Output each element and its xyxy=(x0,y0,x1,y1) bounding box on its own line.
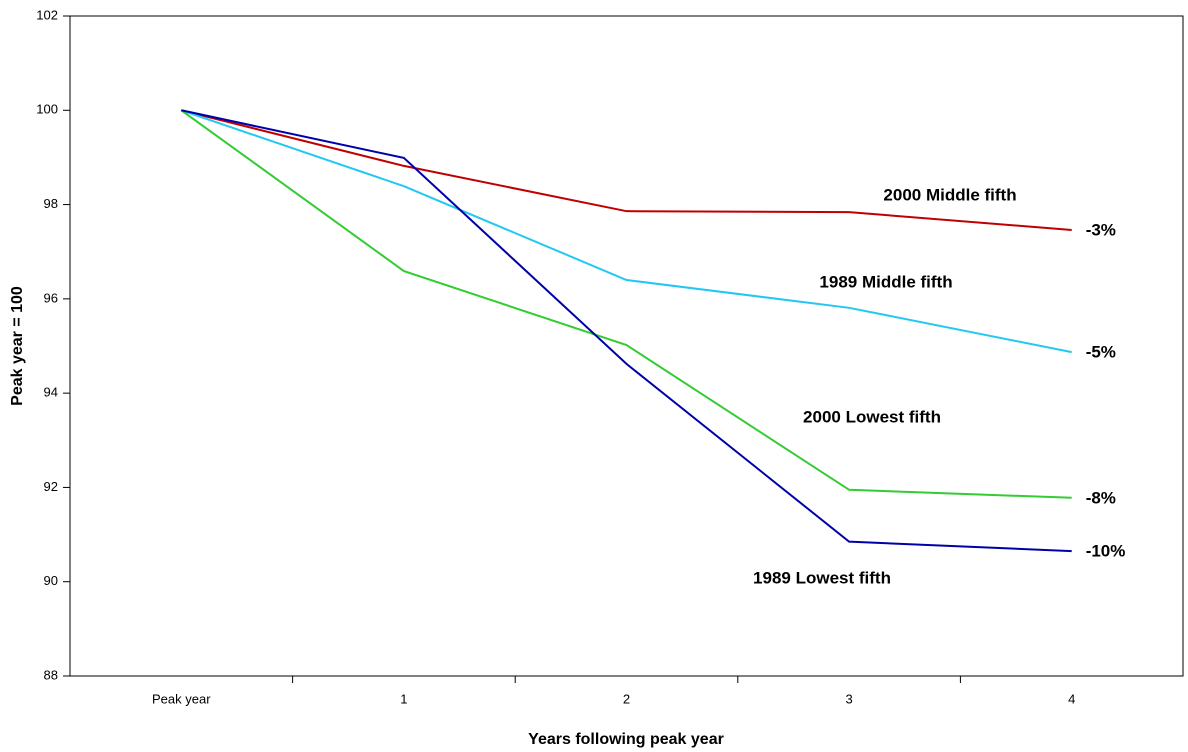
y-tick-label: 102 xyxy=(36,7,58,22)
x-tick-label: 1 xyxy=(400,691,407,706)
y-tick-label: 100 xyxy=(36,102,58,117)
end-label: -10% xyxy=(1086,542,1126,561)
y-tick-label: 94 xyxy=(44,385,58,400)
y-axis-label: Peak year = 100 xyxy=(9,286,26,406)
x-axis-label: Years following peak year xyxy=(528,731,724,748)
series-line xyxy=(181,109,1072,232)
series-line xyxy=(181,109,1072,553)
y-tick-label: 90 xyxy=(44,573,58,588)
x-tick-label: 2 xyxy=(623,691,630,706)
y-tick-label: 98 xyxy=(44,196,58,211)
x-tick-label: 3 xyxy=(845,691,852,706)
series-label: 2000 Lowest fifth xyxy=(803,407,941,426)
x-tick-label: Peak year xyxy=(152,691,211,706)
end-label: -8% xyxy=(1086,488,1116,507)
plot-frame xyxy=(69,15,1184,677)
y-tick-label: 88 xyxy=(44,667,58,682)
series-label: 1989 Lowest fifth xyxy=(753,568,891,587)
end-label: -5% xyxy=(1086,343,1116,362)
y-tick-label: 96 xyxy=(44,290,58,305)
series-label: 1989 Middle fifth xyxy=(819,272,952,291)
y-tick-label: 92 xyxy=(44,479,58,494)
series-line xyxy=(180,109,1072,499)
end-label: -3% xyxy=(1086,221,1116,240)
series-line xyxy=(180,109,1072,354)
series-label: 2000 Middle fifth xyxy=(883,185,1016,204)
x-tick-label: 4 xyxy=(1068,691,1075,706)
